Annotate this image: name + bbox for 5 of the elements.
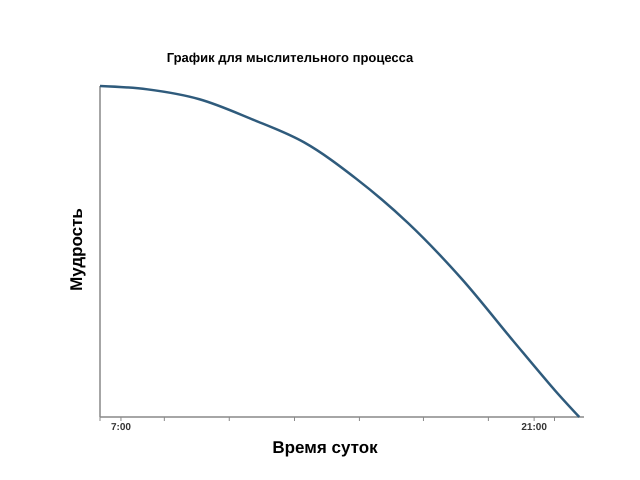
x-tick-label: 21:00 [521, 422, 548, 433]
x-tick-label: 7:00 [110, 422, 132, 433]
chart-title: График для мыслительного процесса [166, 50, 414, 65]
y-axis-title: Мудрость [67, 208, 86, 291]
x-axis-title: Время суток [272, 438, 378, 457]
